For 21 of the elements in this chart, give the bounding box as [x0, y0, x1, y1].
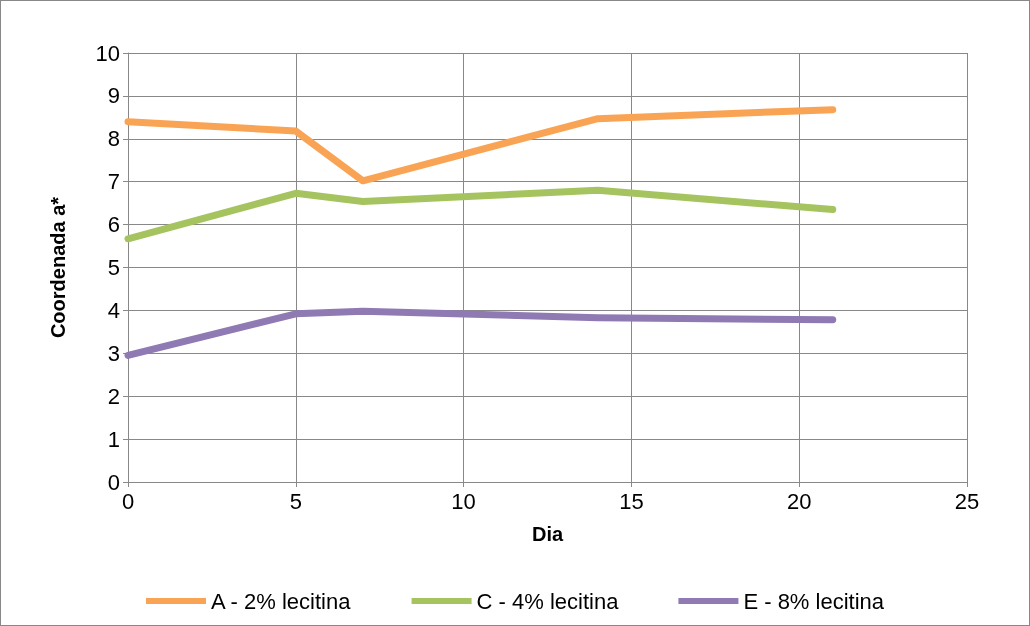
y-tick-label: 8 — [107, 126, 120, 152]
legend-label: E - 8% lecitina — [743, 588, 885, 614]
y-tick-label: 6 — [107, 212, 120, 238]
y-tick-label: 9 — [107, 83, 120, 109]
y-tick-label: 10 — [95, 40, 120, 66]
y-tick-label: 4 — [107, 297, 120, 323]
y-tick-label: 3 — [107, 340, 120, 366]
legend-label: C - 4% lecitina — [476, 588, 620, 614]
y-tick-label: 0 — [107, 469, 120, 495]
y-tick-label: 7 — [107, 169, 120, 195]
y-axis-title: Coordenada a* — [47, 196, 69, 339]
x-axis-title: Dia — [531, 523, 564, 545]
y-tick-label: 1 — [107, 426, 120, 452]
x-tick-label: 15 — [619, 488, 644, 514]
y-tick-label: 5 — [107, 255, 120, 280]
legend-label: A - 2% lecitina — [210, 588, 352, 614]
x-tick-label: 20 — [786, 488, 812, 514]
y-tick-label: 2 — [107, 383, 120, 409]
x-tick-label: 10 — [451, 488, 476, 514]
x-tick-label: 5 — [289, 488, 302, 514]
x-tick-label: 25 — [954, 488, 980, 514]
